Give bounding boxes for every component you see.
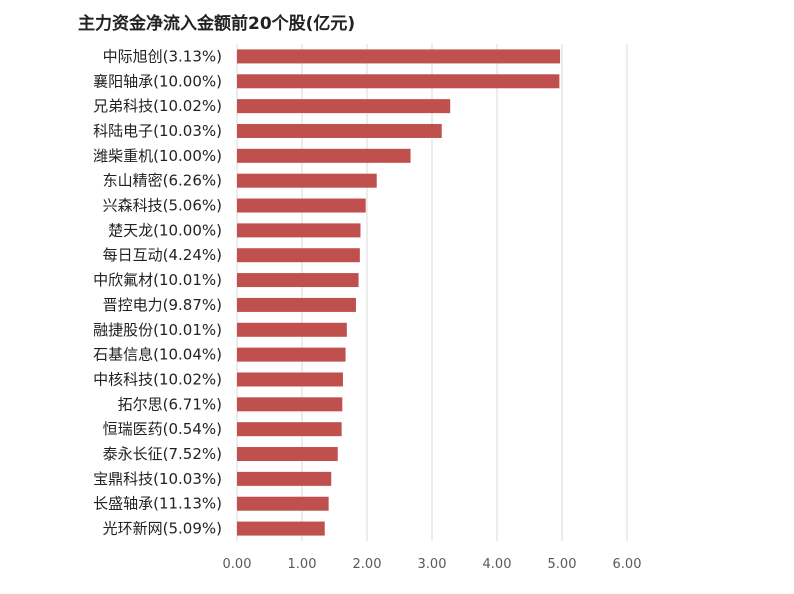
bar: [237, 471, 332, 486]
category-label: 恒瑞医药(0.54%): [103, 420, 222, 438]
bar: [237, 49, 561, 64]
bars: [237, 49, 561, 536]
category-label: 泰永长征(7.52%): [103, 445, 222, 463]
x-tick-label: 3.00: [418, 557, 447, 572]
bar: [237, 422, 342, 437]
bar: [237, 297, 356, 312]
bar: [237, 74, 560, 89]
category-label: 兴森科技(5.06%): [103, 197, 222, 215]
bar: [237, 148, 411, 163]
x-axis-ticks: 0.00 1.00 2.00 3.00 4.00 5.00 6.00: [223, 557, 642, 572]
category-label: 每日互动(4.24%): [103, 246, 222, 264]
x-tick-label: 2.00: [353, 557, 382, 572]
bar: [237, 397, 343, 412]
category-label: 宝鼎科技(10.03%): [93, 470, 222, 488]
bar: [237, 447, 338, 462]
category-label: 长盛轴承(11.13%): [93, 495, 222, 513]
bar: [237, 322, 347, 337]
category-label: 中际旭创(3.13%): [103, 47, 222, 65]
category-label: 楚天龙(10.00%): [108, 221, 222, 239]
bar: [237, 347, 346, 362]
bar: [237, 248, 360, 263]
x-tick-label: 6.00: [613, 557, 642, 572]
bar: [237, 173, 377, 188]
x-tick-label: 0.00: [223, 557, 252, 572]
category-label: 石基信息(10.04%): [93, 346, 222, 364]
bar: [237, 496, 329, 511]
category-label: 襄阳轴承(10.00%): [93, 72, 222, 90]
bar: [237, 521, 325, 536]
bar: [237, 198, 366, 213]
bar: [237, 123, 442, 138]
category-label: 科陆电子(10.03%): [93, 122, 222, 140]
category-label: 中欣氟材(10.01%): [93, 271, 222, 289]
x-tick-label: 5.00: [548, 557, 577, 572]
category-label: 东山精密(6.26%): [103, 172, 222, 190]
category-label: 兄弟科技(10.02%): [93, 97, 222, 115]
category-label: 潍柴重机(10.00%): [93, 147, 222, 165]
category-label: 晋控电力(9.87%): [103, 296, 222, 314]
category-label: 融捷股份(10.01%): [93, 321, 222, 339]
bar: [237, 99, 451, 114]
bar: [237, 223, 361, 238]
bar: [237, 273, 359, 288]
category-label: 中核科技(10.02%): [93, 370, 222, 388]
x-tick-label: 1.00: [288, 557, 317, 572]
category-labels: 中际旭创(3.13%) 襄阳轴承(10.00%) 兄弟科技(10.02%) 科陆电子(…: [93, 47, 222, 537]
category-label: 光环新网(5.09%): [103, 520, 222, 538]
gridlines: [236, 44, 628, 541]
x-tick-label: 4.00: [483, 557, 512, 572]
category-label: 拓尔思(6.71%): [118, 395, 222, 413]
chart-title: 主力资金净流入金额前20个股(亿元): [78, 14, 356, 34]
bar: [237, 372, 343, 387]
